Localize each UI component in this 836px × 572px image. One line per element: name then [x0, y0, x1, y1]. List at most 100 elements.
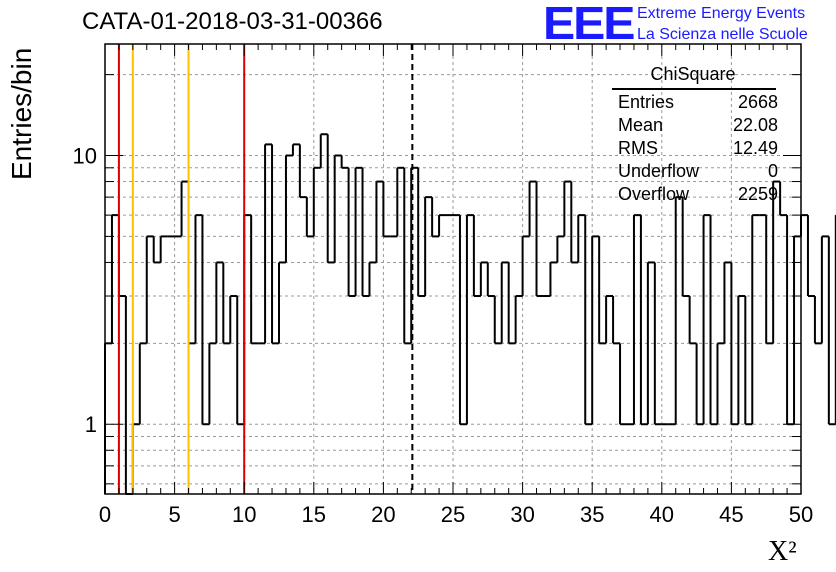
- x-tick-label: 25: [441, 502, 465, 527]
- stats-divider: [612, 88, 776, 90]
- histogram-bin: [681, 197, 690, 298]
- x-tick-label: 5: [168, 502, 180, 527]
- histogram-bin: [591, 235, 600, 425]
- stats-value: 12.49: [732, 138, 778, 158]
- histogram-bin: [730, 262, 739, 426]
- stats-row-overflow: Overflow 2259: [618, 184, 778, 206]
- histogram-bin: [716, 342, 725, 425]
- stats-value: 0: [767, 161, 778, 181]
- logo-line-1: Extreme Energy Events: [637, 5, 806, 22]
- stats-key: Mean: [618, 115, 664, 135]
- histogram-bin: [549, 261, 558, 297]
- histogram-bin: [104, 342, 112, 494]
- histogram-bin: [312, 166, 321, 237]
- stats-row-underflow: Underflow 0: [618, 161, 778, 183]
- reference-lines: [117, 44, 414, 494]
- histogram-bin: [326, 134, 335, 264]
- histogram-bin: [688, 296, 697, 345]
- histogram-bin: [222, 262, 231, 345]
- stats-value: 2668: [737, 92, 778, 112]
- x-tick-label: 35: [580, 502, 604, 527]
- histogram-bin: [570, 181, 579, 264]
- histogram-bin: [284, 154, 293, 263]
- histogram-bin: [619, 343, 627, 426]
- histogram-bin: [528, 180, 537, 237]
- histogram-bin: [152, 236, 161, 264]
- histogram-bin: [786, 215, 795, 426]
- tick-labels: 0 5 10 15 20 25 30 35 40 45 50 1 10: [73, 144, 814, 527]
- histogram-bin: [598, 236, 607, 345]
- stats-row-mean: Mean 22.08: [618, 115, 778, 137]
- histogram-bin: [110, 214, 119, 344]
- logo-line-2: La Scienza nelle Scuole: [637, 26, 808, 43]
- histogram-bin: [368, 261, 377, 297]
- histogram-bin: [208, 342, 217, 425]
- stats-value: 22.08: [732, 115, 778, 135]
- stats-row-rms: RMS 12.49: [618, 138, 778, 160]
- histogram-bin: [744, 296, 753, 426]
- stats-value: 2259: [737, 184, 778, 204]
- histogram-bin: [500, 261, 509, 344]
- y-tick-label: 10: [73, 144, 97, 169]
- histogram-bin: [424, 196, 433, 297]
- stats-key: Overflow: [618, 184, 690, 204]
- histogram-bin: [639, 215, 648, 426]
- histogram-bin: [229, 295, 238, 344]
- histogram-bin: [514, 295, 523, 344]
- eee-logo: EEE Extreme Energy Events La Scienza nel…: [543, 0, 833, 49]
- histogram-bin: [765, 215, 774, 345]
- histogram-bin: [479, 261, 488, 297]
- histogram-bin: [507, 262, 516, 345]
- stats-key: RMS: [618, 138, 658, 158]
- histogram-bin: [653, 262, 662, 426]
- histogram-bin: [250, 215, 259, 345]
- histogram-bin: [535, 181, 544, 298]
- histogram-bin: [458, 215, 467, 426]
- histogram-bin: [138, 342, 147, 425]
- histogram-bin: [354, 166, 363, 297]
- histogram-bin: [493, 296, 502, 345]
- histogram-bin: [431, 197, 440, 238]
- eee-logo-mark: EEE: [543, 0, 635, 49]
- histogram-bin: [674, 196, 683, 425]
- histogram-bin: [646, 261, 655, 425]
- histogram-bin: [333, 154, 342, 263]
- histogram-bin: [264, 143, 273, 344]
- histogram-bin: [737, 295, 746, 425]
- x-tick-label: 40: [650, 502, 674, 527]
- plot-axes: [104, 43, 802, 495]
- histogram-bin: [584, 215, 593, 426]
- histogram-bin: [438, 214, 447, 237]
- histogram-bin: [632, 214, 641, 425]
- histogram-bin: [271, 144, 279, 345]
- histogram-bin: [117, 215, 126, 298]
- x-axis-label: X²: [768, 536, 797, 567]
- histogram-bin: [827, 236, 836, 426]
- histogram-bin: [806, 215, 815, 298]
- histogram-bin: [465, 214, 474, 425]
- histogram-bin: [813, 296, 822, 345]
- run-title: CATA-01-2018-03-31-00366: [82, 8, 383, 35]
- histogram-bin: [820, 235, 829, 344]
- histogram-bin: [577, 214, 586, 263]
- histogram-bin: [278, 261, 286, 344]
- histogram-bin: [319, 133, 328, 168]
- histogram-bin: [695, 343, 704, 426]
- stats-key: Underflow: [618, 161, 700, 181]
- stats-title: ChiSquare: [650, 64, 736, 84]
- histogram-bin: [375, 180, 384, 263]
- histogram-bin: [403, 167, 412, 345]
- histogram-bin: [709, 215, 718, 426]
- histogram-bin: [124, 296, 133, 495]
- x-tick-label: 50: [789, 502, 813, 527]
- histogram-bin: [382, 181, 391, 238]
- histogram-bin: [605, 295, 614, 344]
- x-tick-label: 10: [232, 502, 256, 527]
- histogram-bin: [305, 197, 314, 238]
- histogram-bin: [556, 235, 565, 263]
- histogram-bin: [236, 296, 245, 426]
- histogram-bars: [104, 133, 836, 495]
- histogram-bin: [751, 214, 760, 425]
- x-tick-label: 20: [371, 502, 395, 527]
- histogram-bin: [215, 261, 224, 344]
